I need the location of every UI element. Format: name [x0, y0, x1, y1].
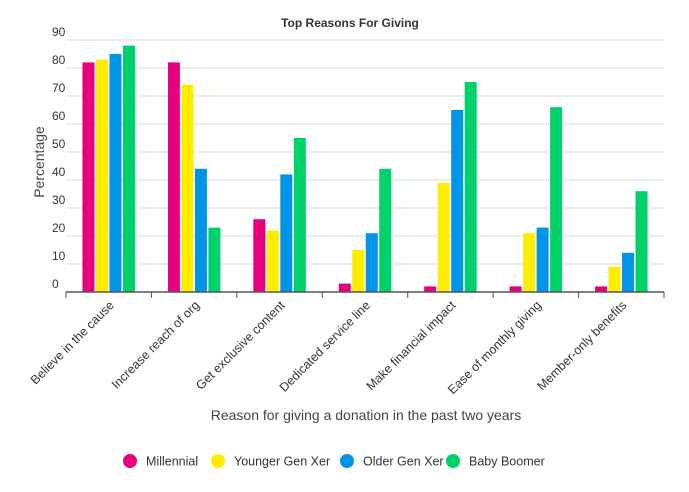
- bar-older-gen-xer-6: [622, 252, 635, 292]
- bar-millennial-2: [253, 219, 266, 292]
- legend-label: Baby Boomer: [469, 455, 545, 469]
- y-axis-title: Percentage: [31, 126, 47, 198]
- bar-baby-boomer-5: [550, 107, 563, 292]
- legend-label: Millennial: [146, 455, 198, 469]
- x-tick-label: Get exclusive content: [193, 298, 288, 393]
- x-axis: [65, 291, 665, 298]
- legend-label: Older Gen Xer: [363, 455, 444, 469]
- legend-swatch: [446, 454, 460, 468]
- bar-millennial-1: [167, 62, 180, 293]
- y-axis-ticks: 0 10 20 30 40 50 60 70 80 90: [52, 25, 66, 291]
- y-tick-label: 70: [52, 81, 66, 95]
- chart-title: Top Reasons For Giving: [281, 16, 419, 30]
- y-tick-label: 40: [52, 165, 66, 179]
- x-tick-label: Member-only benefits: [535, 298, 630, 393]
- bar-baby-boomer-3: [379, 168, 392, 292]
- bar-older-gen-xer-0: [109, 54, 122, 292]
- bar-baby-boomer-1: [208, 227, 221, 292]
- y-tick-label: 30: [52, 193, 66, 207]
- bar-younger-gen-xer-3: [352, 250, 365, 292]
- x-tick-label: Believe in the cause: [28, 298, 117, 387]
- y-tick-label: 50: [52, 137, 66, 151]
- bar-younger-gen-xer-4: [437, 182, 450, 292]
- bar-younger-gen-xer-6: [608, 266, 621, 292]
- y-tick-label: 0: [52, 277, 59, 291]
- bar-older-gen-xer-3: [365, 233, 378, 292]
- x-tick-label: Make financial impact: [364, 298, 459, 393]
- legend-swatch: [211, 454, 225, 468]
- bar-younger-gen-xer-0: [95, 59, 108, 292]
- bars: [82, 45, 648, 293]
- y-tick-label: 60: [52, 109, 66, 123]
- bar-younger-gen-xer-5: [523, 233, 536, 292]
- y-tick-label: 90: [52, 25, 66, 39]
- bar-baby-boomer-0: [122, 45, 135, 292]
- bar-baby-boomer-4: [464, 82, 477, 292]
- bar-older-gen-xer-2: [280, 174, 293, 292]
- bar-older-gen-xer-5: [536, 227, 549, 292]
- bar-millennial-4: [424, 286, 437, 292]
- x-tick-label: Increase reach of org: [109, 298, 202, 391]
- bar-baby-boomer-2: [293, 138, 306, 292]
- grid-lines: [66, 39, 664, 265]
- x-axis-title: Reason for giving a donation in the past…: [211, 407, 522, 423]
- bar-older-gen-xer-1: [194, 168, 207, 292]
- legend-swatch: [123, 454, 137, 468]
- y-tick-label: 20: [52, 221, 66, 235]
- y-tick-label: 10: [52, 249, 66, 263]
- bar-baby-boomer-6: [635, 191, 648, 292]
- bar-millennial-6: [595, 286, 608, 292]
- bar-millennial-5: [509, 286, 522, 292]
- x-tick-label: Ease of monthly giving: [445, 298, 544, 397]
- bar-younger-gen-xer-2: [266, 230, 279, 292]
- bar-younger-gen-xer-1: [181, 84, 194, 292]
- legend-swatch: [340, 454, 354, 468]
- y-tick-label: 80: [52, 53, 66, 67]
- x-tick-label: Dedicated service line: [277, 298, 373, 394]
- bar-older-gen-xer-4: [451, 110, 464, 292]
- bar-millennial-3: [338, 283, 351, 292]
- legend: Millennial Younger Gen Xer Older Gen Xer Ba…: [123, 454, 545, 469]
- bar-millennial-0: [82, 62, 95, 293]
- legend-label: Younger Gen Xer: [234, 455, 330, 469]
